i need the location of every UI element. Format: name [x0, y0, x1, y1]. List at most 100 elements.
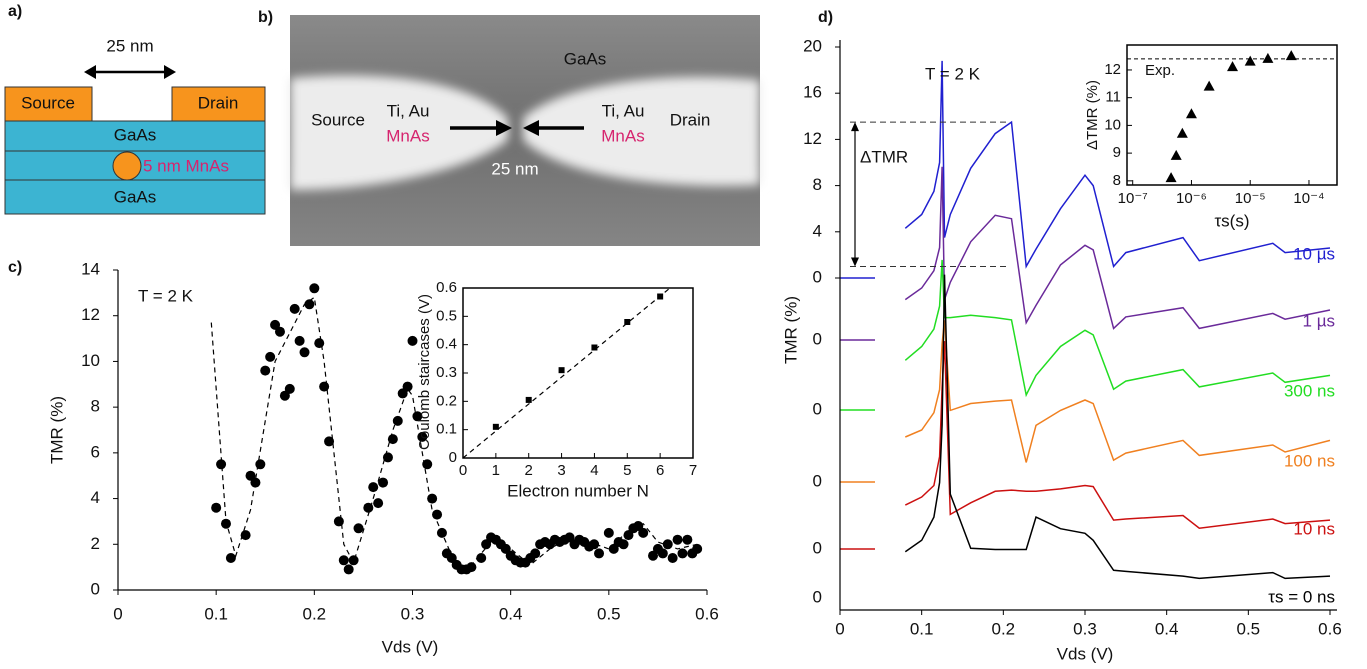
x-tick-label: 0 — [113, 604, 122, 623]
y-tick-label: 4 — [813, 221, 822, 240]
x-tick-label: 0.5 — [1237, 619, 1261, 638]
x-tick-label: 0.2 — [992, 619, 1016, 638]
arrow-head — [496, 120, 512, 136]
x-tick-label: 0.2 — [303, 604, 327, 623]
layer-label: GaAs — [114, 187, 157, 206]
panel-label: b) — [258, 9, 273, 26]
source-label: Source — [311, 110, 365, 129]
data-point — [324, 436, 335, 447]
data-point — [338, 555, 349, 566]
data-point — [1170, 149, 1182, 160]
drain-label: Drain — [670, 110, 711, 129]
data-line — [904, 166, 1331, 330]
data-point — [353, 523, 364, 534]
y-tick-label: 16 — [803, 83, 822, 102]
y-tick-label: 10 — [1104, 116, 1121, 133]
x-tick-label: 10⁻⁵ — [1235, 190, 1266, 207]
dot-label: 5 nm MnAs — [143, 156, 229, 175]
data-point — [343, 564, 354, 575]
y-tick-label: 0.6 — [436, 279, 457, 296]
y-tick-label: 8 — [813, 175, 822, 194]
data-point — [265, 351, 276, 362]
data-point — [662, 539, 673, 550]
x-tick-label: 10⁻⁶ — [1176, 190, 1207, 207]
y-tick-label: 12 — [803, 129, 822, 148]
x-tick-label: 0.5 — [597, 604, 621, 623]
metal-label: Ti, Au — [387, 101, 430, 120]
y-tick-label: 14 — [81, 259, 100, 278]
series-label: 300 ns — [1284, 381, 1335, 400]
y-axis-label: TMR (%) — [781, 296, 800, 364]
layer — [4, 179, 266, 215]
x-tick-label: 10⁻⁴ — [1293, 190, 1324, 207]
data-line — [904, 60, 1331, 269]
plot-frame — [462, 287, 694, 459]
electrode — [290, 75, 508, 190]
x-tick-label: 6 — [656, 462, 664, 479]
data-point — [289, 303, 300, 314]
x-tick-label: 2 — [525, 462, 533, 479]
series-label: 10 µs — [1293, 244, 1335, 263]
data-point — [1176, 127, 1188, 138]
y-tick-label: 0.2 — [436, 392, 457, 409]
x-tick-label: 0.4 — [499, 604, 523, 623]
data-point — [387, 434, 398, 445]
annotation: T = 2 K — [925, 64, 981, 83]
schematic: 25 nm Source Drain GaAs 5 nm MnAs GaAs — [4, 36, 266, 215]
drain-label: Drain — [198, 93, 239, 112]
x-tick-label: 1 — [492, 462, 500, 479]
y-tick-label: 0.1 — [436, 421, 457, 438]
data-point — [466, 562, 477, 573]
data-point — [407, 335, 418, 346]
data-point — [1203, 80, 1215, 91]
data-point — [378, 477, 389, 488]
panel-label: c) — [8, 259, 22, 276]
electrode — [523, 76, 760, 186]
series-label: 1 µs — [1303, 311, 1335, 330]
y-tick-label: 0 — [91, 579, 100, 598]
data-point — [682, 534, 693, 545]
y-tick-label: 0.5 — [436, 307, 457, 324]
y-tick-label: 0.4 — [436, 336, 457, 353]
drain-block — [171, 86, 266, 122]
y-tick-label: 10 — [81, 351, 100, 370]
data-point — [525, 396, 532, 403]
data-point — [530, 548, 541, 559]
data-point — [260, 365, 271, 376]
x-tick-label: 0.1 — [910, 619, 934, 638]
x-tick-label: 0.6 — [1318, 619, 1342, 638]
data-point — [624, 319, 631, 325]
data-point — [348, 555, 359, 566]
data-point — [1165, 172, 1177, 183]
data-point — [594, 548, 605, 559]
data-point — [492, 423, 499, 430]
series-label: 100 ns — [1284, 451, 1335, 470]
y-tick-label: 2 — [91, 534, 100, 553]
data-point — [225, 553, 236, 563]
baseline-label: 0 — [813, 399, 822, 418]
x-tick-label: 0.3 — [401, 604, 425, 623]
data-point — [692, 543, 703, 554]
x-axis-label: Vds (V) — [1057, 644, 1114, 663]
series-label: 10 ns — [1293, 519, 1335, 538]
arrow-head — [164, 65, 176, 79]
baseline-label: 0 — [813, 329, 822, 348]
data-point — [211, 502, 222, 513]
x-tick-label: 3 — [557, 462, 565, 479]
micrograph: GaAs Source Ti, Au MnAs Ti, Au MnAs Drai… — [290, 15, 760, 246]
data-point — [589, 539, 600, 550]
baseline-label: 0 — [813, 538, 822, 557]
y-tick-label: 4 — [91, 488, 100, 507]
data-point — [274, 326, 285, 337]
arrow-head — [851, 122, 859, 132]
panel-label: d) — [818, 9, 833, 26]
gap-label: 25 nm — [491, 159, 538, 178]
x-tick-label: 0.6 — [695, 604, 719, 623]
delta-label: ΔTMR — [860, 147, 908, 166]
data-point — [304, 299, 315, 310]
x-tick-label: 0.3 — [1073, 619, 1097, 638]
data-point — [412, 411, 423, 422]
data-point — [677, 548, 688, 559]
x-tick-label: 4 — [590, 462, 598, 479]
data-point — [427, 493, 438, 504]
